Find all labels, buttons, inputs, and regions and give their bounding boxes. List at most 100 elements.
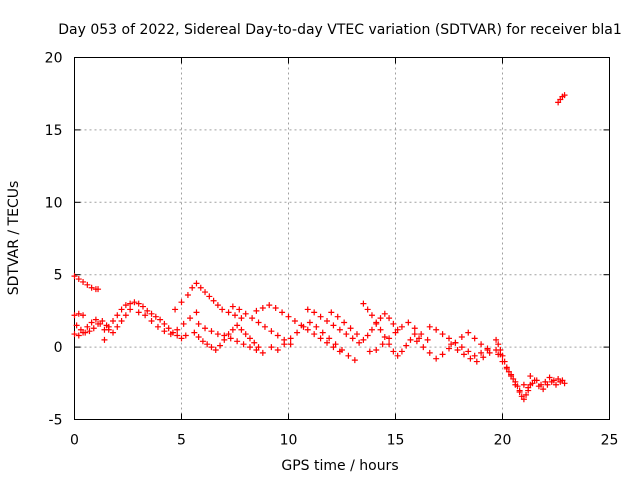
data-point — [105, 323, 112, 330]
data-point — [246, 344, 253, 351]
data-point — [184, 291, 191, 298]
data-point — [486, 349, 493, 356]
data-point — [161, 328, 168, 335]
data-point — [525, 384, 532, 391]
data-point — [403, 342, 410, 349]
data-point — [80, 312, 87, 319]
data-point — [122, 312, 129, 319]
data-point — [142, 312, 149, 319]
data-point — [90, 325, 97, 332]
data-point — [212, 346, 219, 353]
data-point — [240, 341, 247, 348]
data-point — [497, 346, 504, 353]
data-point — [390, 320, 397, 327]
data-point — [386, 341, 393, 348]
data-point — [326, 335, 333, 342]
data-point — [405, 319, 412, 326]
data-point — [531, 377, 538, 384]
x-tick-label: 20 — [494, 433, 512, 449]
data-point — [75, 276, 82, 283]
data-point — [236, 306, 243, 313]
data-point — [131, 299, 138, 306]
data-point — [95, 286, 102, 293]
data-point — [527, 373, 534, 380]
data-point — [219, 306, 226, 313]
data-point — [191, 329, 198, 336]
data-point — [553, 381, 559, 388]
data-point — [234, 338, 241, 345]
data-point — [202, 325, 209, 332]
data-point — [180, 320, 187, 327]
data-point — [454, 346, 461, 353]
data-point — [465, 348, 472, 355]
data-point — [424, 336, 431, 343]
data-point — [101, 336, 108, 343]
data-point — [287, 335, 294, 342]
data-point — [97, 320, 104, 327]
data-point — [373, 346, 380, 353]
data-point — [373, 319, 380, 326]
data-point — [433, 326, 440, 333]
data-point — [148, 318, 155, 325]
data-point — [71, 273, 78, 280]
data-point — [523, 391, 530, 398]
data-point — [261, 323, 268, 330]
data-point — [84, 281, 91, 288]
data-point — [452, 339, 459, 346]
plot-frame — [74, 57, 610, 420]
data-point — [520, 396, 527, 403]
data-point — [268, 344, 275, 351]
data-point — [255, 319, 262, 326]
data-point — [238, 326, 245, 333]
data-point — [279, 309, 286, 316]
data-point — [84, 323, 91, 330]
data-point — [80, 329, 87, 336]
data-point — [304, 306, 311, 313]
data-point — [495, 351, 502, 358]
data-point — [208, 344, 215, 351]
data-point — [439, 331, 446, 338]
data-point — [249, 315, 256, 322]
data-point — [411, 331, 418, 338]
data-point — [392, 329, 399, 336]
grid-lines — [74, 57, 610, 420]
data-point — [187, 315, 194, 322]
data-point — [398, 348, 405, 355]
y-tick-label: 20 — [45, 51, 63, 67]
data-point — [426, 323, 433, 330]
data-point — [360, 300, 367, 307]
y-tick-label: -5 — [49, 413, 63, 429]
data-point — [294, 329, 301, 336]
data-point — [381, 333, 388, 340]
data-point — [398, 323, 405, 330]
x-tick-label: 10 — [280, 433, 298, 449]
data-point — [253, 307, 260, 314]
data-point — [386, 335, 393, 342]
data-point — [253, 346, 260, 353]
data-point — [319, 329, 326, 336]
y-tick-label: 15 — [45, 123, 63, 139]
data-point — [139, 303, 146, 310]
data-point — [336, 326, 343, 333]
data-point — [174, 332, 181, 339]
data-point — [242, 331, 249, 338]
data-point — [75, 310, 82, 317]
data-point — [274, 332, 281, 339]
data-point — [110, 329, 117, 336]
data-point — [268, 328, 275, 335]
data-point — [101, 326, 108, 333]
data-point — [493, 336, 500, 343]
data-point — [499, 352, 506, 359]
data-point — [199, 338, 206, 345]
data-point — [413, 338, 420, 345]
data-point — [251, 339, 258, 346]
data-point — [127, 306, 134, 313]
data-point — [229, 326, 236, 333]
data-point — [353, 331, 360, 338]
x-tick-label: 25 — [601, 433, 619, 449]
data-point — [535, 383, 542, 390]
data-point — [193, 280, 200, 287]
data-point — [386, 315, 393, 322]
data-point — [446, 345, 452, 352]
